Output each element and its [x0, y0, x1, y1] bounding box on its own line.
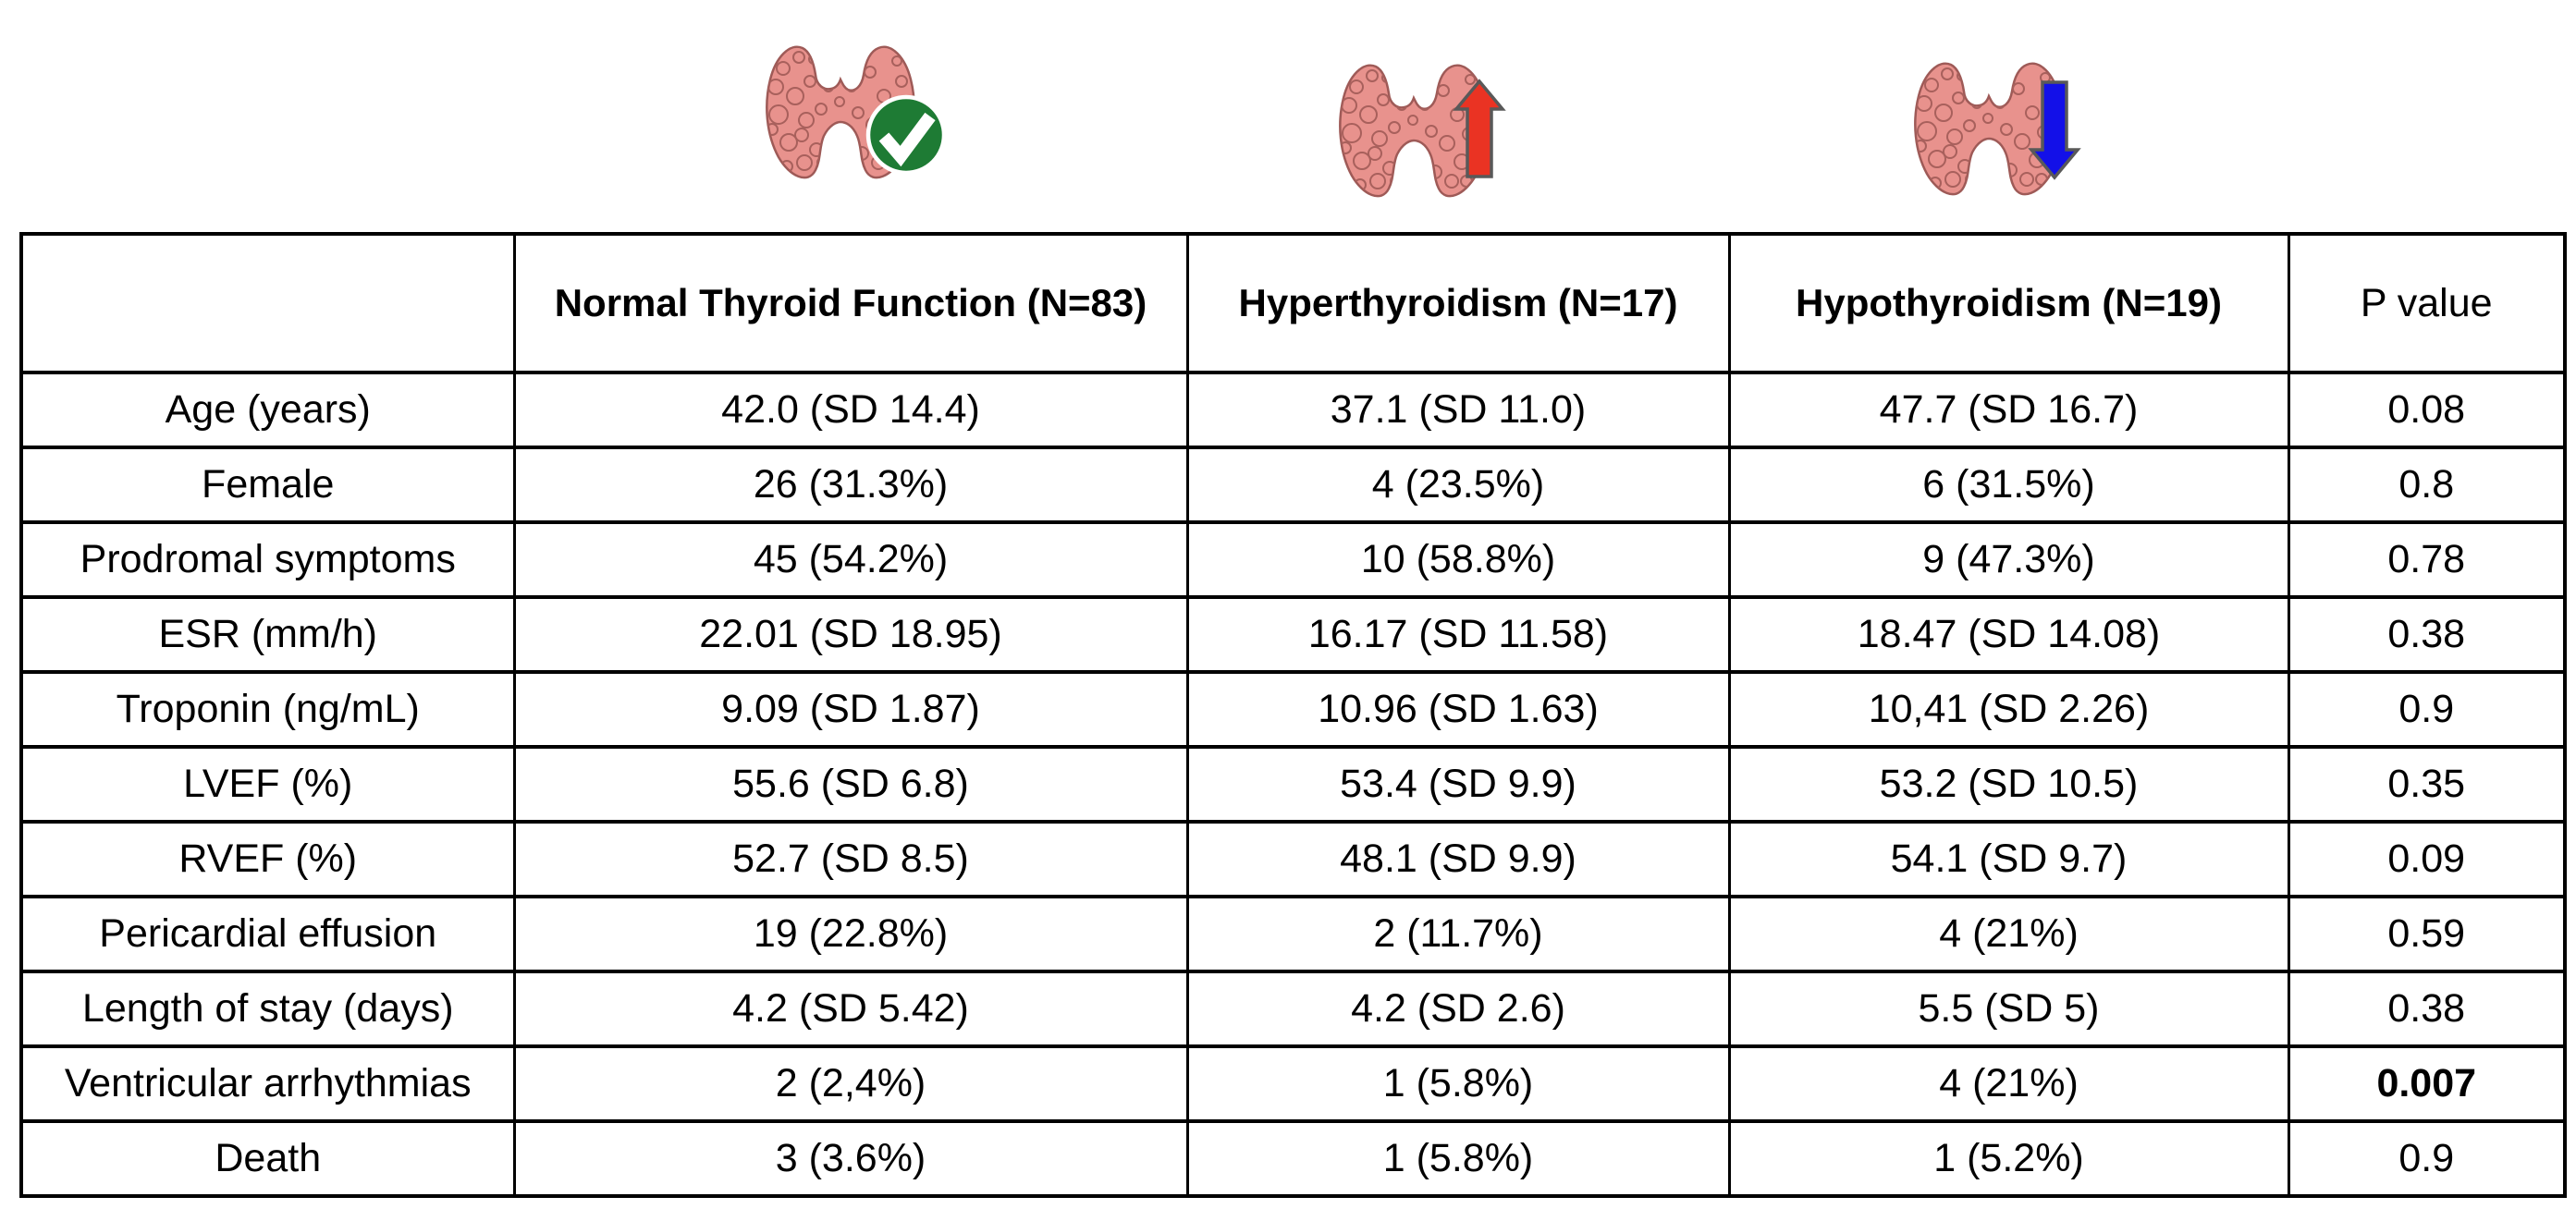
row-label: Ventricular arrhythmias — [19, 1044, 516, 1123]
table-row: Age (years) 42.0 (SD 14.4) 37.1 (SD 11.0… — [19, 371, 2567, 449]
cell-pvalue: 0.78 — [2287, 520, 2567, 599]
cell-normal: 3 (3.6%) — [512, 1119, 1189, 1198]
cell-pvalue: 0.38 — [2287, 595, 2567, 674]
row-label: Troponin (ng/mL) — [19, 670, 516, 749]
table-row: Pericardial effusion 19 (22.8%) 2 (11.7%… — [19, 895, 2567, 973]
row-label: Length of stay (days) — [19, 970, 516, 1048]
cell-normal: 4.2 (SD 5.42) — [512, 970, 1189, 1048]
table-row: Length of stay (days) 4.2 (SD 5.42) 4.2 … — [19, 970, 2567, 1048]
cell-normal: 45 (54.2%) — [512, 520, 1189, 599]
cell-hypo: 53.2 (SD 10.5) — [1727, 745, 2290, 824]
cell-pvalue: 0.08 — [2287, 371, 2567, 449]
cell-hyper: 53.4 (SD 9.9) — [1185, 745, 1731, 824]
hypothyroidism-thyroid-icon — [1907, 50, 2101, 207]
cell-normal: 19 (22.8%) — [512, 895, 1189, 973]
table-row: ESR (mm/h) 22.01 (SD 18.95) 16.17 (SD 11… — [19, 595, 2567, 674]
table-row: Death 3 (3.6%) 1 (5.8%) 1 (5.2%) 0.9 — [19, 1119, 2567, 1198]
up-arrow-icon — [1453, 79, 1506, 178]
cell-pvalue: 0.35 — [2287, 745, 2567, 824]
table-row: RVEF (%) 52.7 (SD 8.5) 48.1 (SD 9.9) 54.… — [19, 820, 2567, 898]
table-row: Prodromal symptoms 45 (54.2%) 10 (58.8%)… — [19, 520, 2567, 599]
cell-normal: 55.6 (SD 6.8) — [512, 745, 1189, 824]
cell-normal: 52.7 (SD 8.5) — [512, 820, 1189, 898]
cell-pvalue: 0.9 — [2287, 1119, 2567, 1198]
cell-hypo: 1 (5.2%) — [1727, 1119, 2290, 1198]
column-header-hyperthyroidism: Hyperthyroidism (N=17) — [1185, 232, 1731, 374]
cell-hyper: 1 (5.8%) — [1185, 1044, 1731, 1123]
cell-pvalue: 0.09 — [2287, 820, 2567, 898]
cell-hyper: 1 (5.8%) — [1185, 1119, 1731, 1198]
cell-pvalue: 0.38 — [2287, 970, 2567, 1048]
column-header-normal: Normal Thyroid Function (N=83) — [512, 232, 1189, 374]
thyroid-icons-strip — [0, 0, 2576, 232]
table-row: Female 26 (31.3%) 4 (23.5%) 6 (31.5%) 0.… — [19, 446, 2567, 524]
row-label: Death — [19, 1119, 516, 1198]
cell-hypo: 47.7 (SD 16.7) — [1727, 371, 2290, 449]
row-label: RVEF (%) — [19, 820, 516, 898]
hyperthyroidism-thyroid-icon — [1331, 52, 1526, 209]
cell-hyper: 48.1 (SD 9.9) — [1185, 820, 1731, 898]
cell-hypo: 6 (31.5%) — [1727, 446, 2290, 524]
cell-normal: 22.01 (SD 18.95) — [512, 595, 1189, 674]
cell-hypo: 4 (21%) — [1727, 895, 2290, 973]
cell-normal: 42.0 (SD 14.4) — [512, 371, 1189, 449]
cell-normal: 26 (31.3%) — [512, 446, 1189, 524]
row-label: Female — [19, 446, 516, 524]
cell-hyper: 4 (23.5%) — [1185, 446, 1731, 524]
row-label: Prodromal symptoms — [19, 520, 516, 599]
cell-hyper: 4.2 (SD 2.6) — [1185, 970, 1731, 1048]
comparison-table: Normal Thyroid Function (N=83) Hyperthyr… — [19, 232, 2567, 1198]
cell-hyper: 16.17 (SD 11.58) — [1185, 595, 1731, 674]
cell-normal: 2 (2,4%) — [512, 1044, 1189, 1123]
cell-hypo: 10,41 (SD 2.26) — [1727, 670, 2290, 749]
row-label: Pericardial effusion — [19, 895, 516, 973]
thyroid-gland-shape — [1340, 66, 1488, 196]
row-label: Age (years) — [19, 371, 516, 449]
column-header-pvalue: P value — [2287, 232, 2567, 374]
cell-pvalue: 0.59 — [2287, 895, 2567, 973]
cell-hypo: 54.1 (SD 9.7) — [1727, 820, 2290, 898]
row-label: LVEF (%) — [19, 745, 516, 824]
check-badge-icon — [865, 94, 947, 176]
cell-hypo: 9 (47.3%) — [1727, 520, 2290, 599]
cell-pvalue: 0.9 — [2287, 670, 2567, 749]
cell-hyper: 10.96 (SD 1.63) — [1185, 670, 1731, 749]
down-arrow-icon — [2028, 80, 2081, 180]
table-row: Troponin (ng/mL) 9.09 (SD 1.87) 10.96 (S… — [19, 670, 2567, 749]
cell-pvalue: 0.8 — [2287, 446, 2567, 524]
cell-hyper: 10 (58.8%) — [1185, 520, 1731, 599]
cell-hyper: 2 (11.7%) — [1185, 895, 1731, 973]
table-row: Ventricular arrhythmias 2 (2,4%) 1 (5.8%… — [19, 1044, 2567, 1123]
cell-hypo: 5.5 (SD 5) — [1727, 970, 2290, 1048]
cell-pvalue-significant: 0.007 — [2287, 1044, 2567, 1123]
cell-hypo: 18.47 (SD 14.08) — [1727, 595, 2290, 674]
normal-thyroid-icon — [758, 33, 952, 190]
row-label: ESR (mm/h) — [19, 595, 516, 674]
cell-hypo: 4 (21%) — [1727, 1044, 2290, 1123]
column-header-hypothyroidism: Hypothyroidism (N=19) — [1727, 232, 2290, 374]
header-row: Normal Thyroid Function (N=83) Hyperthyr… — [19, 232, 2567, 374]
cell-hyper: 37.1 (SD 11.0) — [1185, 371, 1731, 449]
thyroid-gland-shape — [1915, 64, 2063, 194]
table-row: LVEF (%) 55.6 (SD 6.8) 53.4 (SD 9.9) 53.… — [19, 745, 2567, 824]
cell-normal: 9.09 (SD 1.87) — [512, 670, 1189, 749]
corner-empty-cell — [19, 232, 516, 374]
